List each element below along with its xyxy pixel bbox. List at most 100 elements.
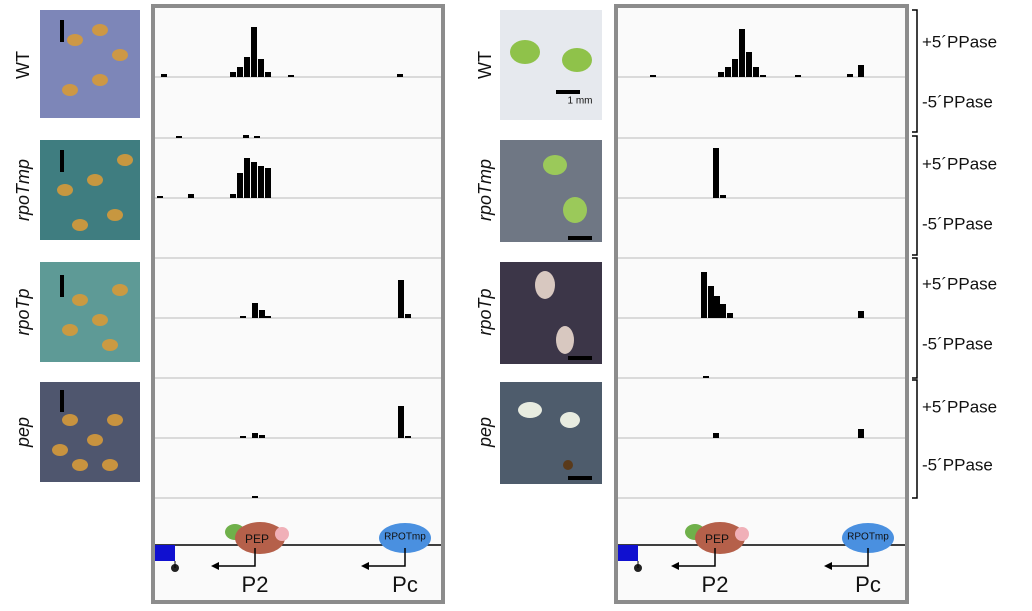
coverage-bar [259, 310, 265, 318]
coverage-bar [251, 27, 257, 77]
promoter-label: P2 [242, 572, 269, 597]
treatment-labels: +5´PPase -5´PPase +5´PPase -5´PPase +5´PPase… [912, 9, 997, 499]
coverage-bar [237, 67, 243, 77]
polymerase-label: RPOTmp [847, 532, 889, 543]
arrow-head [211, 562, 219, 570]
coverage-bar [265, 168, 271, 198]
coverage-bar [244, 158, 250, 198]
coverage-bar [259, 435, 265, 438]
promoter-arrow [677, 548, 716, 567]
coverage-bar [718, 72, 724, 77]
genotype-label: pep [13, 417, 33, 448]
scale-bars [556, 90, 592, 480]
coverage-bar [703, 376, 709, 378]
coverage-bar [739, 29, 745, 77]
gene-diagrams: PEP RPOTmp P2 Pc PEP RPOTmp P2 Pc [155, 522, 905, 597]
treatment-label: -5´PPase [922, 92, 993, 111]
photo-seeds [40, 262, 140, 362]
coverage-bar [176, 136, 182, 138]
promoter-arrow [217, 548, 256, 567]
bracket [912, 257, 918, 379]
arrow-head [824, 562, 832, 570]
coverage-bar [858, 311, 864, 318]
photo-seeds [40, 10, 140, 118]
coverage-bar [188, 194, 194, 198]
treatment-label: +5´PPase [922, 274, 997, 293]
coverage-bar [398, 280, 404, 318]
promoter-label: P2 [702, 572, 729, 597]
promoter-arrow [830, 548, 869, 567]
coverage-bar [405, 314, 411, 318]
coverage-bar [157, 196, 163, 198]
coverage-bar [725, 67, 731, 77]
arrow-head [361, 562, 369, 570]
polymerase [275, 527, 289, 541]
treatment-label: +5´PPase [922, 154, 997, 173]
promoter-label: Pc [392, 572, 418, 597]
arrow-head [671, 562, 679, 570]
scale-label: 1 mm [568, 96, 593, 107]
coverage-bar [720, 304, 726, 318]
genotype-label: WT [13, 51, 33, 79]
polymerase [379, 523, 431, 553]
polymerase [695, 522, 745, 554]
coverage-bar [701, 272, 707, 318]
treatment-label: -5´PPase [922, 455, 993, 474]
coverage-bar [252, 496, 258, 498]
genotype-label: rpoTmp [475, 159, 495, 221]
coverage-bar [746, 52, 752, 77]
coverage-bar [858, 65, 864, 77]
genotype-label: rpoTmp [13, 159, 33, 221]
coverage-bar [265, 72, 271, 77]
coverage-bar [732, 59, 738, 77]
coverage-bar [230, 72, 236, 77]
coverage-bar [398, 406, 404, 438]
treatment-label: +5´PPase [922, 32, 997, 51]
coverage-bar [161, 74, 167, 77]
genotype-label: pep [475, 417, 495, 448]
coverage-bar [243, 135, 249, 138]
polymerase [735, 527, 749, 541]
coverage-bar [258, 59, 264, 77]
seedlings [510, 40, 592, 470]
photo-seedling [500, 140, 602, 242]
coverage-bar [650, 75, 656, 77]
coverage-bar [753, 67, 759, 77]
coverage-bar [237, 173, 243, 198]
coverage-bar [230, 194, 236, 198]
bracket [912, 379, 918, 499]
coverage-bar [858, 429, 864, 438]
treatment-label: -5´PPase [922, 214, 993, 233]
treatment-label: +5´PPase [922, 397, 997, 416]
polymerase [842, 523, 894, 553]
treatment-label: -5´PPase [922, 334, 993, 353]
genotype-label: WT [475, 51, 495, 79]
promoter-label: Pc [855, 572, 881, 597]
tracks [155, 27, 905, 499]
coverage-bar [240, 316, 246, 318]
bracket [912, 135, 918, 256]
coverage-bar [714, 296, 720, 318]
gene-box [155, 545, 175, 561]
coverage-bar [760, 75, 766, 77]
coverage-bar [720, 195, 726, 198]
polymerase [235, 522, 285, 554]
coverage-bar [727, 313, 733, 318]
bracket [912, 9, 918, 133]
coverage-bar [258, 166, 264, 198]
polymerase-label: PEP [705, 532, 729, 546]
polymerase-label: PEP [245, 532, 269, 546]
coverage-bar [251, 162, 257, 198]
genotype-label: rpoTp [13, 288, 33, 335]
coverage-bar [405, 436, 411, 438]
gene-box [618, 545, 638, 561]
coverage-bar [244, 57, 250, 77]
coverage-bar [252, 303, 258, 318]
coverage-bar [795, 75, 801, 77]
coverage-bar [240, 436, 246, 438]
coverage-bar [708, 286, 714, 318]
polymerase-label: RPOTmp [384, 532, 426, 543]
photo-seedling [500, 382, 602, 484]
coverage-bar [288, 75, 294, 77]
